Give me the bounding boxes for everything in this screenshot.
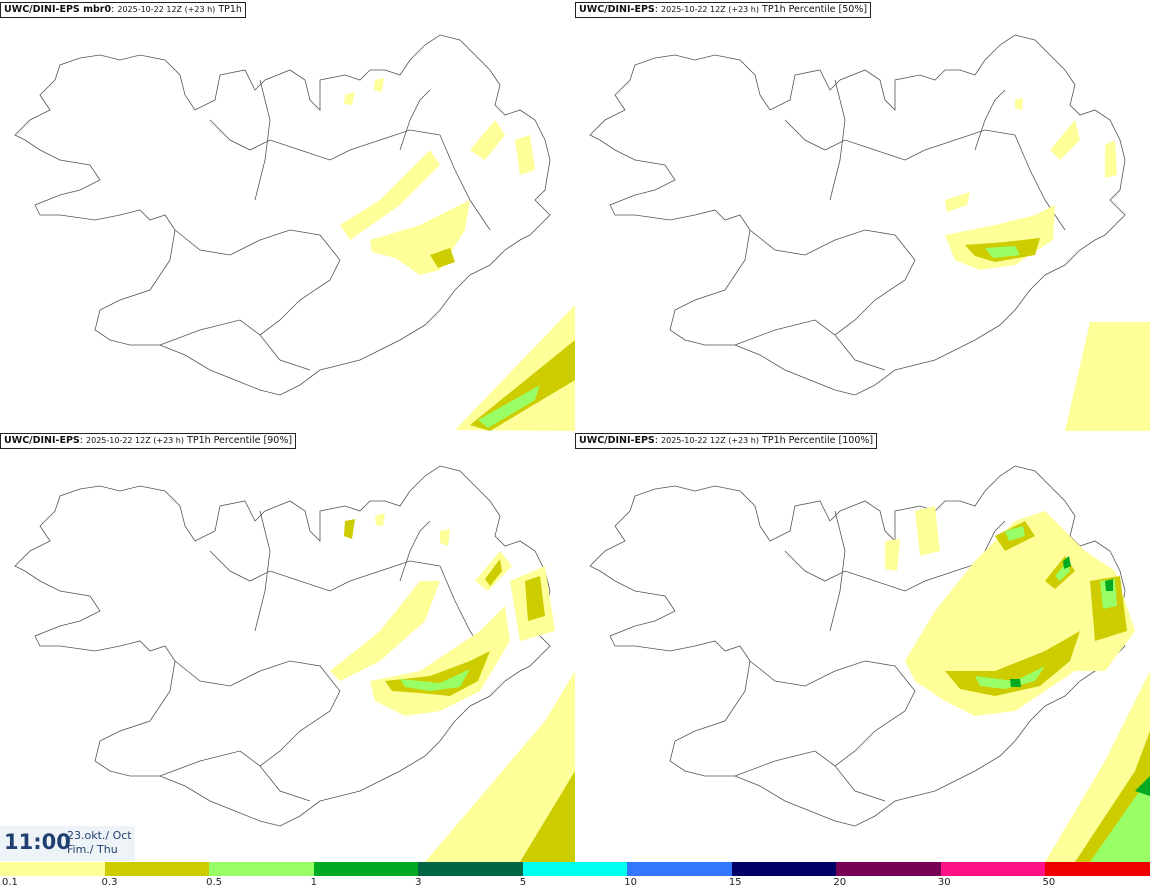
map-panel-mbr0: UWC/DINI-EPS mbr0: 2025-10-22 12Z (+23 h… xyxy=(0,0,575,431)
panel-run: 2025-10-22 12Z (+23 h) xyxy=(661,5,759,14)
legend-swatch xyxy=(836,862,942,876)
precip-areas xyxy=(945,98,1150,431)
legend-swatch xyxy=(731,862,837,876)
legend-swatch xyxy=(522,862,628,876)
panel-field: TP1h Percentile [100%] xyxy=(762,435,874,446)
map-panel-p50: UWC/DINI-EPS: 2025-10-22 12Z (+23 h) TP1… xyxy=(575,0,1150,431)
legend-label: 50 xyxy=(1042,877,1056,888)
legend-label: 10 xyxy=(624,877,637,888)
valid-time-box: 11:00 23.okt./ Oct Fim./ Thu xyxy=(0,826,135,861)
legend-label: 15 xyxy=(728,877,742,888)
legend-swatch xyxy=(627,862,733,876)
panel-title: UWC/DINI-EPS: 2025-10-22 12Z (+23 h) TP1… xyxy=(0,433,297,449)
legend-label: 1 xyxy=(310,877,317,888)
legend-label: 0.3 xyxy=(101,877,118,888)
color-legend: 0.1 0.3 0.5 1 3 5 10 15 20 30 50 xyxy=(0,862,1150,891)
map-panel-p100: UWC/DINI-EPS: 2025-10-22 12Z (+23 h) TP1… xyxy=(575,431,1150,862)
panel-model: UWC/DINI-EPS xyxy=(579,435,655,446)
precip-map xyxy=(14,34,575,431)
legend-swatch xyxy=(940,862,1046,876)
panel-title: UWC/DINI-EPS: 2025-10-22 12Z (+23 h) TP1… xyxy=(575,2,872,18)
panel-field: TP1h xyxy=(218,4,242,15)
panel-model: UWC/DINI-EPS xyxy=(4,435,80,446)
precip-map xyxy=(589,465,1150,862)
valid-date-block: 23.okt./ Oct Fim./ Thu xyxy=(67,829,132,857)
precip-areas xyxy=(885,506,1150,862)
legend-label: 5 xyxy=(519,877,527,888)
panel-title: UWC/DINI-EPS mbr0: 2025-10-22 12Z (+23 h… xyxy=(0,2,246,18)
precip-areas xyxy=(330,513,575,862)
legend-swatch xyxy=(209,862,315,876)
valid-weekday: Fim./ Thu xyxy=(67,843,118,856)
legend-label: 3 xyxy=(415,877,422,888)
legend-label: 30 xyxy=(937,877,951,888)
valid-time: 11:00 xyxy=(4,830,71,854)
panel-model: UWC/DINI-EPS mbr0 xyxy=(4,4,112,15)
panel-model: UWC/DINI-EPS xyxy=(579,4,655,15)
map-panel-p90: UWC/DINI-EPS: 2025-10-22 12Z (+23 h) TP1… xyxy=(0,431,575,862)
panel-run: 2025-10-22 12Z (+23 h) xyxy=(117,5,216,14)
precip-map xyxy=(589,34,1150,431)
iceland-coastline xyxy=(14,34,551,396)
panel-field: TP1h Percentile [90%] xyxy=(187,435,293,446)
precip-map xyxy=(14,465,575,862)
panel-field: TP1h Percentile [50%] xyxy=(762,4,868,15)
valid-date: 23.okt./ Oct xyxy=(67,829,132,842)
legend-swatch xyxy=(0,862,105,876)
panel-run: 2025-10-22 12Z (+23 h) xyxy=(661,436,759,445)
precip-areas xyxy=(340,78,575,431)
legend-swatch xyxy=(313,862,419,876)
legend-label: 20 xyxy=(833,877,847,888)
legend-swatch xyxy=(1045,862,1150,876)
legend-swatch xyxy=(104,862,210,876)
legend-swatch xyxy=(418,862,524,876)
legend-label: 0.5 xyxy=(206,877,222,888)
panel-run: 2025-10-22 12Z (+23 h) xyxy=(86,436,184,445)
legend-label: 0.1 xyxy=(2,877,18,888)
panel-title: UWC/DINI-EPS: 2025-10-22 12Z (+23 h) TP1… xyxy=(575,433,878,449)
